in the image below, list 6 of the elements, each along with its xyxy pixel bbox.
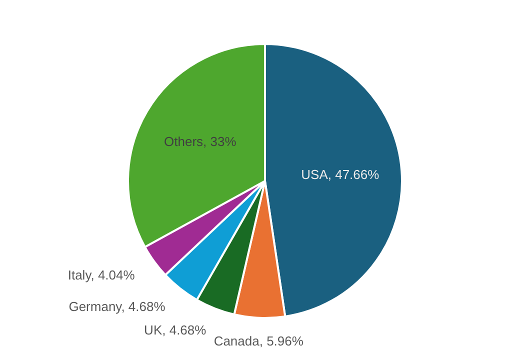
- slice-label: Italy, 4.04%: [68, 267, 136, 282]
- slice-label: Germany, 4.68%: [68, 298, 166, 314]
- slice-label: USA, 47.66%: [301, 167, 380, 182]
- slice-label: Canada, 5.96%: [214, 333, 304, 348]
- slice-label: UK, 4.68%: [144, 322, 207, 338]
- slice-label: Others, 33%: [164, 134, 237, 150]
